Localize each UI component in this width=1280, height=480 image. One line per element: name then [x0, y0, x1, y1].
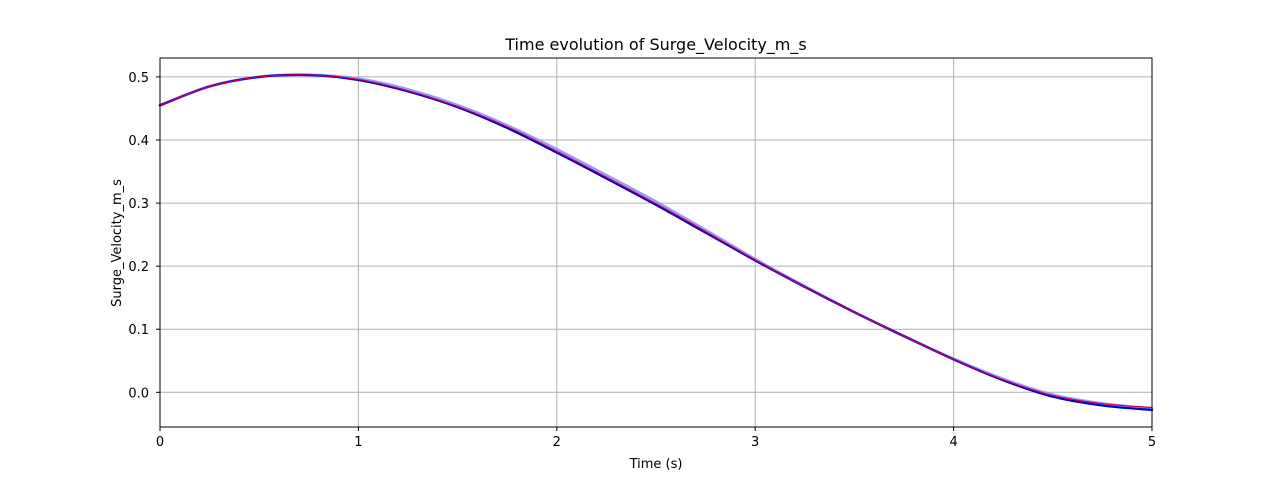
x-axis-label: Time (s)	[629, 457, 683, 472]
x-tick-label: 1	[354, 435, 362, 450]
x-tick-label: 2	[553, 435, 561, 450]
y-tick-label: 0.4	[128, 134, 149, 149]
x-tick-label: 5	[1148, 435, 1156, 450]
y-axis-label: Surge_Velocity_m_s	[110, 179, 125, 307]
y-tick-label: 0.0	[128, 386, 149, 401]
series-line-3	[159, 74, 1153, 409]
x-tick-label: 0	[156, 435, 164, 450]
y-tick-label: 0.1	[128, 323, 149, 338]
series-line-2	[158, 73, 1154, 412]
grid	[159, 58, 1153, 427]
series-line-1	[158, 73, 1154, 411]
chart-title: Time evolution of Surge_Velocity_m_s	[504, 35, 806, 55]
x-tick-label: 3	[751, 435, 759, 450]
y-tick-label: 0.3	[128, 197, 149, 212]
x-axis: 0 1 2 3 4 5	[156, 427, 1156, 450]
series-group	[158, 73, 1154, 412]
y-tick-label: 0.5	[128, 71, 149, 86]
y-tick-label: 0.2	[128, 260, 149, 275]
plot-frame	[159, 57, 1153, 428]
y-axis: 0.0 0.1 0.2 0.3 0.4 0.5	[128, 71, 160, 401]
x-tick-label: 4	[949, 435, 957, 450]
